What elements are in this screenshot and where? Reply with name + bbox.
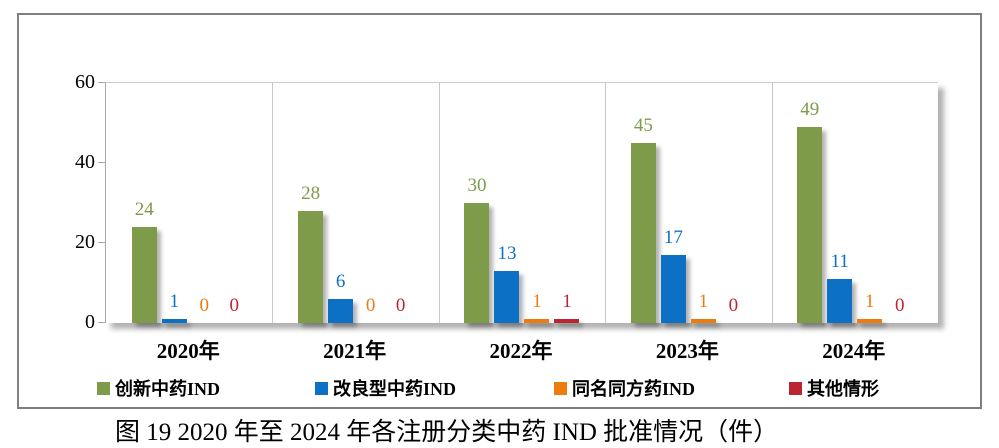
y-tick-label: 20: [75, 231, 95, 253]
bar-slot: 49: [797, 83, 823, 323]
bar-slot: 0: [388, 83, 413, 323]
value-label: 11: [830, 251, 849, 272]
value-label: 13: [497, 243, 517, 264]
value-label: 0: [365, 295, 376, 316]
chart-frame: 0 20 40 60 24 1 0 0 28 6 0 0 30 13 1 1 45 17 1 0 49 11 1 0 202…: [17, 13, 982, 409]
value-label: 30: [467, 175, 487, 196]
bar-slot: 28: [298, 83, 324, 323]
bar-创新中药IND: [797, 127, 823, 323]
legend-item-同名同方药IND: 同名同方药IND: [554, 375, 695, 401]
value-label: 17: [663, 227, 683, 248]
figure-caption: 图 19 2020 年至 2024 年各注册分类中药 IND 批准情况（件）: [115, 419, 779, 446]
bar-改良型中药IND: [660, 255, 686, 323]
x-tick-label-2023年: 2023年: [655, 339, 719, 363]
bar-创新中药IND: [298, 211, 324, 323]
bar-其他情形: [554, 319, 580, 323]
bar-slot: 0: [192, 83, 217, 323]
legend-label: 改良型中药IND: [333, 379, 457, 399]
category-separator-line: [605, 83, 607, 323]
bar-slot: 45: [630, 83, 656, 323]
bar-改良型中药IND: [494, 271, 520, 323]
bar-group-2022年: 30 13 1 1: [439, 83, 605, 323]
value-label: 0: [395, 295, 406, 316]
legend-swatch-icon: [554, 381, 567, 395]
bar-同名同方药IND: [524, 319, 550, 323]
bar-slot: 11: [827, 83, 853, 323]
bar-同名同方药IND: [857, 319, 883, 323]
value-label: 6: [335, 271, 346, 292]
value-label: 45: [633, 115, 653, 136]
y-tick-label: 40: [75, 151, 95, 173]
value-label: 1: [562, 291, 572, 312]
y-tick-mark: [98, 82, 105, 83]
bar-同名同方药IND: [690, 319, 716, 323]
bar-slot: 30: [464, 83, 490, 323]
value-label: 24: [134, 199, 154, 220]
bar-创新中药IND: [464, 203, 490, 323]
bar-slot: 1: [857, 83, 883, 323]
legend-label: 同名同方药IND: [572, 379, 696, 399]
legend-swatch-icon: [315, 381, 328, 395]
value-label: 1: [865, 291, 875, 312]
bar-slot: 1: [554, 83, 580, 323]
y-tick-mark: [98, 242, 105, 243]
value-label: 0: [229, 295, 239, 316]
bar-slot: 1: [161, 83, 187, 323]
y-tick-label: 60: [75, 71, 95, 93]
bar-slot: 24: [131, 83, 157, 323]
bar-slot: 1: [690, 83, 716, 323]
bar-创新中药IND: [630, 143, 656, 323]
bar-改良型中药IND: [827, 279, 853, 323]
bar-slot: 0: [358, 83, 383, 323]
y-tick-label: 0: [85, 311, 95, 333]
bar-改良型中药IND: [161, 319, 187, 323]
value-label: 0: [199, 295, 209, 316]
x-tick-label-2022年: 2022年: [489, 339, 553, 363]
x-tick-label-2020年: 2020年: [156, 339, 220, 363]
bar-group-2020年: 24 1 0 0: [106, 83, 272, 323]
legend-item-创新中药IND: 创新中药IND: [97, 375, 220, 401]
bar-group-2023年: 45 17 1 0: [605, 83, 771, 323]
bar-slot: 1: [524, 83, 550, 323]
category-separator-line: [272, 83, 274, 323]
legend-swatch-icon: [789, 381, 802, 395]
bar-slot: 0: [222, 83, 247, 323]
y-tick-mark: [98, 322, 105, 323]
bar-slot: 0: [721, 83, 746, 323]
bar-slot: 17: [660, 83, 686, 323]
value-label: 49: [800, 99, 820, 120]
bar-slot: 0: [887, 83, 912, 323]
x-tick-label-2024年: 2024年: [822, 339, 886, 363]
value-label: 1: [532, 291, 542, 312]
legend-label: 其他情形: [807, 379, 879, 399]
bar-创新中药IND: [131, 227, 157, 323]
legend-label: 创新中药IND: [115, 379, 221, 399]
legend-item-其他情形: 其他情形: [789, 375, 879, 401]
bar-slot: 6: [328, 83, 354, 323]
value-label: 0: [895, 295, 905, 316]
value-label: 1: [169, 291, 179, 312]
legend-item-改良型中药IND: 改良型中药IND: [315, 375, 456, 401]
value-label: 0: [728, 295, 739, 316]
plot-area: 24 1 0 0 28 6 0 0 30 13 1 1 45 17 1 0 49 11 1 0: [105, 82, 938, 323]
x-tick-label-2021年: 2021年: [323, 339, 387, 363]
legend-swatch-icon: [97, 381, 110, 395]
category-separator-line: [771, 83, 773, 323]
y-tick-mark: [98, 162, 105, 163]
category-separator-line: [438, 83, 440, 323]
bar-group-2024年: 49 11 1 0: [772, 83, 938, 323]
bar-slot: 13: [494, 83, 520, 323]
value-label: 1: [698, 291, 709, 312]
value-label: 28: [301, 183, 321, 204]
bar-改良型中药IND: [328, 299, 354, 323]
bar-group-2021年: 28 6 0 0: [272, 83, 438, 323]
